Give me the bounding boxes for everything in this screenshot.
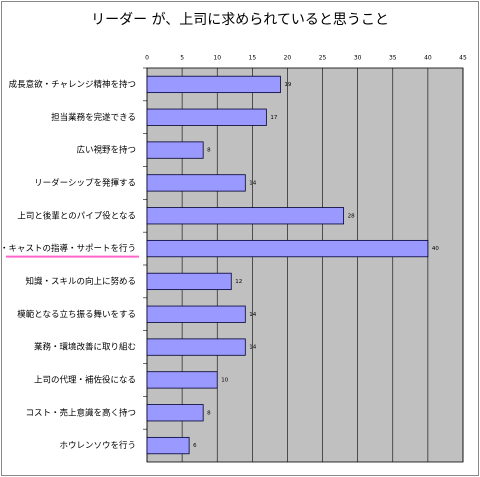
y-tick-label: 知識・スキルの向上に努める [25,276,136,287]
y-tick-label: 成長意欲・チャレンジ精神を持つ [9,79,136,90]
bar [146,239,429,258]
value-label: 17 [270,115,277,121]
x-tick-label: 0 [145,55,149,62]
y-tick-label: 業務・環境改善に取り組む [34,342,136,353]
y-tick-label: 上司と後輩とのパイプ役となる [17,210,136,221]
bar [146,305,246,323]
y-tick-label: 担当業務を完遂できる [51,112,136,123]
x-tick-label: 25 [319,55,327,62]
value-label: 10 [221,377,228,383]
y-tick-label: コスト・売上意識を高く持つ [25,407,136,418]
x-tick-label: 20 [284,55,292,62]
y-tick-label: 広い視野を持つ [76,145,136,156]
value-label: 40 [432,246,439,252]
bar [146,207,345,225]
value-label: 8 [207,410,211,416]
value-label: 8 [207,148,211,154]
plot-area [146,67,464,463]
value-label: 6 [193,443,197,449]
y-tick-label: ホウレンソウを行う [59,440,136,451]
value-label: 14 [249,345,256,351]
y-tick-label: 上司の代理・補佐役になる [34,374,136,385]
bar [146,371,218,389]
x-tick-label: 45 [459,55,467,62]
bar [146,272,232,291]
bar [146,338,246,356]
value-label: 19 [284,82,291,88]
bar [146,436,190,455]
x-tick-label: 5 [180,55,184,62]
bar [146,141,204,159]
bar [146,174,246,192]
y-tick-label: 模範となる立ち振る舞いをする [17,309,136,320]
value-label: 14 [249,312,256,318]
x-tick-label: 15 [249,55,257,62]
value-label: 12 [235,279,242,285]
value-label: 28 [348,213,355,219]
x-tick-label: 40 [424,55,432,62]
bar [146,108,267,126]
bar [146,75,281,94]
x-tick-label: 30 [354,55,362,62]
chart-title: リーダー が、上司に求められていると思うこと [91,12,389,28]
y-tick-label: リーダーシップを発揮する [34,177,136,188]
bar [146,404,204,422]
value-label: 14 [249,180,256,186]
x-tick-label: 10 [213,55,221,62]
x-tick-label: 35 [389,55,397,62]
y-tick-label: 後輩・キャストの指導・サポートを行う [0,243,136,254]
